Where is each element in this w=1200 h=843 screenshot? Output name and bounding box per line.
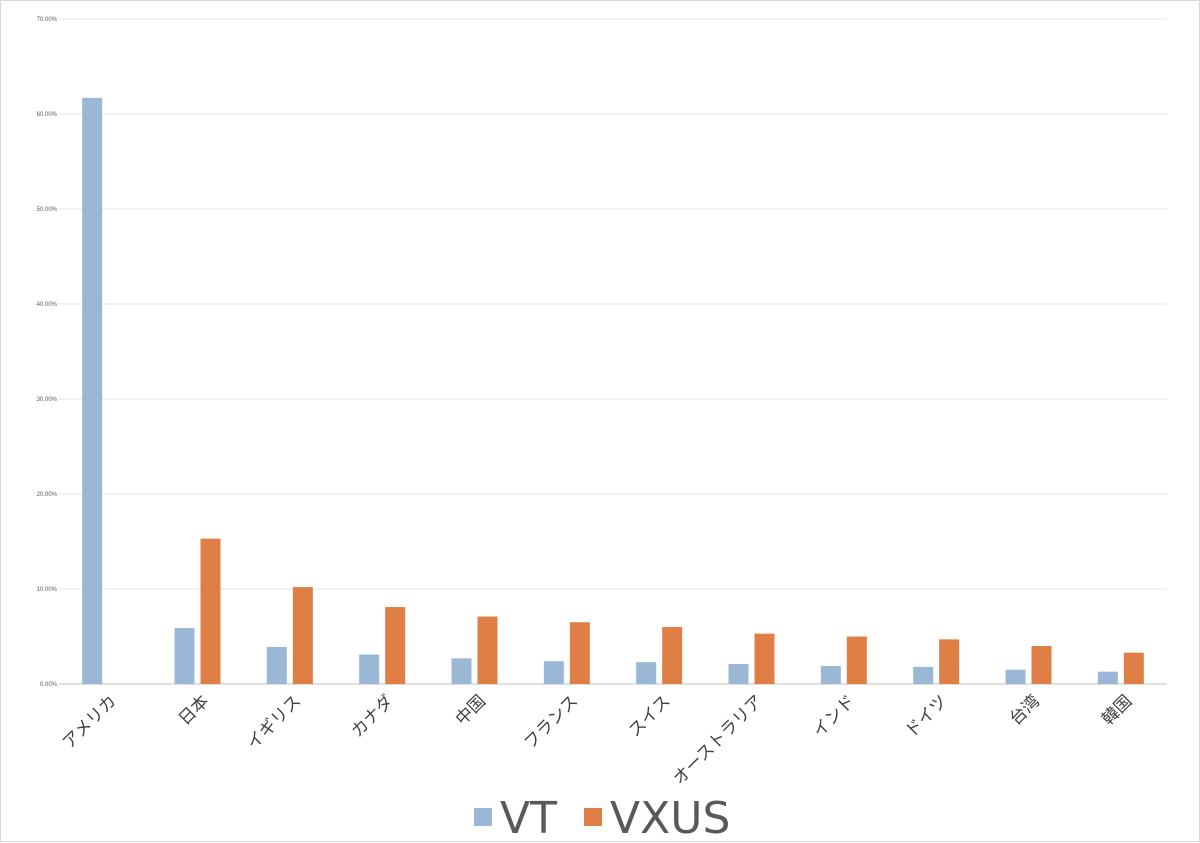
y-tick-label: 20.00% (37, 492, 58, 498)
bar-vt (82, 97, 103, 685)
legend-label-vt: VT (500, 793, 557, 843)
y-axis-ticks: 0.00% 10.00% 20.00% 30.00% 40.00% 50.00% 60.00… (37, 17, 58, 688)
x-tick-label: イギリス (243, 691, 305, 753)
bar-vxus (385, 607, 406, 684)
y-tick-label: 30.00% (37, 397, 58, 403)
bar-vt (1097, 671, 1118, 684)
x-tick-label: 台湾 (1006, 691, 1044, 729)
bar-vt (451, 658, 472, 684)
x-tick-label: インド (809, 691, 859, 741)
bar-vt (728, 664, 749, 684)
x-tick-label: フランス (520, 691, 582, 753)
bar-vt (1005, 669, 1026, 684)
legend-label-vxus: VXUS (610, 793, 730, 843)
bar-vt (174, 627, 195, 684)
x-tick-label: ドイツ (901, 691, 951, 741)
legend-swatch-vxus (584, 808, 602, 826)
bar-vxus (1123, 652, 1144, 684)
bar-vxus (754, 633, 775, 684)
bar-vxus (200, 538, 221, 684)
bar-vt (543, 661, 564, 684)
x-tick-label: スイス (625, 691, 675, 741)
x-tick-label: 中国 (452, 691, 490, 729)
bar-vxus (939, 639, 960, 684)
bar-vt (636, 662, 657, 684)
bar-vxus (1031, 646, 1052, 684)
legend: VT VXUS (474, 793, 730, 843)
x-tick-label: オーストラリア (669, 691, 767, 789)
gridlines (59, 18, 1167, 685)
x-tick-label: 日本 (175, 691, 213, 729)
bar-vxus (846, 636, 867, 684)
x-tick-label: アメリカ (59, 691, 121, 753)
x-tick-label: 韓国 (1098, 691, 1136, 729)
y-tick-label: 70.00% (37, 17, 58, 23)
bar-vxus (662, 627, 683, 684)
bar-vt (266, 646, 287, 684)
bars (82, 97, 1144, 685)
y-tick-label: 0.00% (40, 682, 58, 688)
y-tick-label: 40.00% (37, 302, 58, 308)
y-tick-label: 50.00% (37, 207, 58, 213)
bar-vxus (292, 587, 313, 684)
bar-vxus (569, 622, 590, 684)
bar-vxus (477, 616, 498, 684)
legend-swatch-vt (474, 808, 492, 826)
bar-vt (820, 665, 841, 684)
y-tick-label: 60.00% (37, 112, 58, 118)
bar-vt (359, 654, 380, 684)
y-tick-label: 10.00% (37, 587, 58, 593)
x-tick-label: カナダ (347, 691, 397, 741)
bar-vt (913, 666, 934, 684)
